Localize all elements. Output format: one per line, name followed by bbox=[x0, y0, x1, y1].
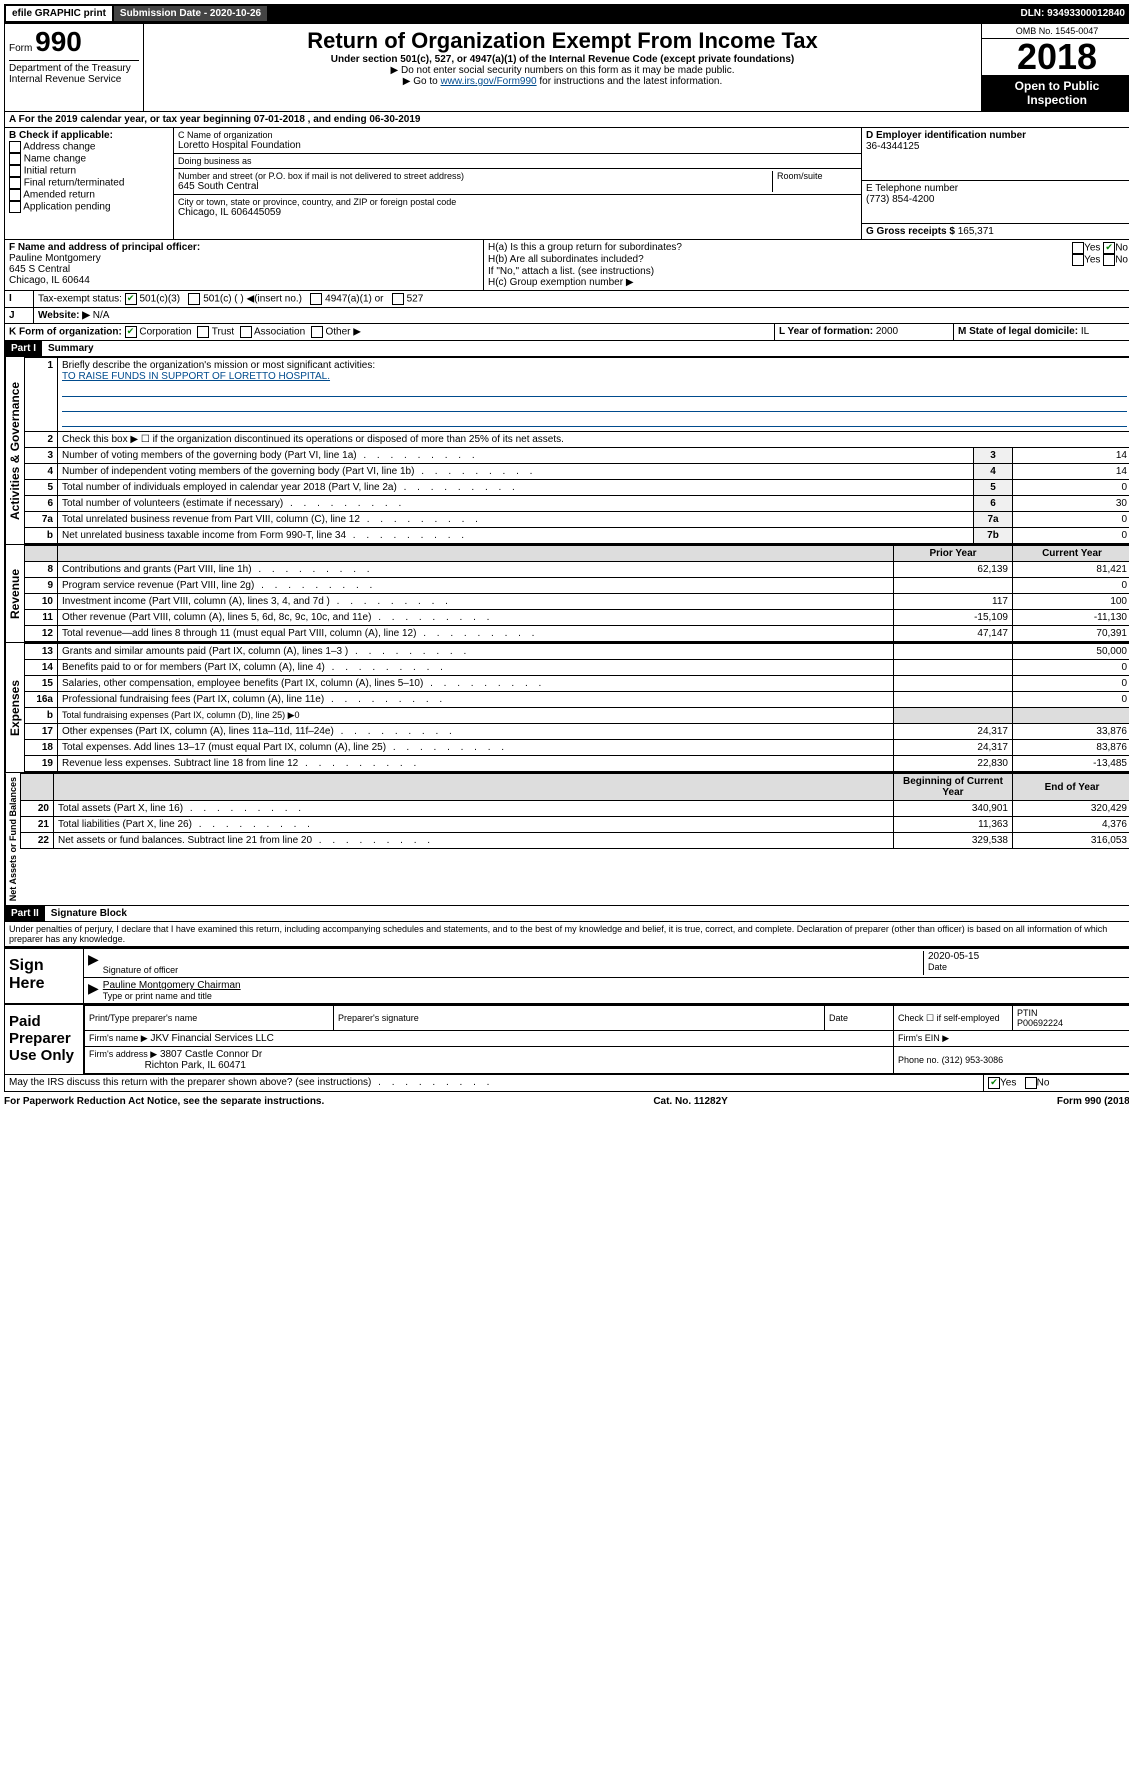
paid-preparer-block: Paid Preparer Use Only Print/Type prepar… bbox=[4, 1004, 1129, 1075]
rev-lines-9: 9Program service revenue (Part VIII, lin… bbox=[25, 578, 1129, 594]
submission-date: Submission Date - 2020-10-26 bbox=[114, 6, 269, 21]
dept-label: Department of the Treasury bbox=[9, 60, 139, 74]
mission-text: TO RAISE FUNDS IN SUPPORT OF LORETTO HOS… bbox=[62, 371, 1127, 382]
gov-line-3: 3Number of voting members of the governi… bbox=[25, 448, 1129, 464]
gov-line-7b: bNet unrelated business taxable income f… bbox=[25, 528, 1129, 544]
net-lines-20: 20Total assets (Part X, line 16)340,9013… bbox=[21, 801, 1129, 817]
net-lines-22: 22Net assets or fund balances. Subtract … bbox=[21, 833, 1129, 849]
open-public: Open to Public Inspection bbox=[982, 75, 1129, 111]
exp-lines-b: bTotal fundraising expenses (Part IX, co… bbox=[25, 708, 1129, 724]
netassets-section: Net Assets or Fund Balances Beginning of… bbox=[4, 773, 1129, 906]
irs-label: Internal Revenue Service bbox=[9, 74, 139, 85]
check-final-return-terminated[interactable]: Final return/terminated bbox=[9, 177, 169, 189]
rev-lines-8: 8Contributions and grants (Part VIII, li… bbox=[25, 562, 1129, 578]
rev-lines-10: 10Investment income (Part VIII, column (… bbox=[25, 594, 1129, 610]
arrow-icon: ▶ bbox=[88, 980, 99, 1001]
net-lines-21: 21Total liabilities (Part X, line 26)11,… bbox=[21, 817, 1129, 833]
gross-receipts: 165,371 bbox=[958, 226, 994, 237]
exp-lines-17: 17Other expenses (Part IX, column (A), l… bbox=[25, 724, 1129, 740]
ha-no[interactable] bbox=[1103, 242, 1115, 254]
rev-lines-12: 12Total revenue—add lines 8 through 11 (… bbox=[25, 626, 1129, 642]
efile-label[interactable]: efile GRAPHIC print bbox=[6, 6, 114, 21]
dln: DLN: 93493300012840 bbox=[1014, 6, 1129, 21]
line-i: I Tax-exempt status: 501(c)(3) 501(c) ( … bbox=[4, 291, 1129, 308]
year-box: OMB No. 1545-0047 2018 Open to Public In… bbox=[981, 24, 1129, 111]
check-name-change[interactable]: Name change bbox=[9, 153, 169, 165]
title-box: Return of Organization Exempt From Incom… bbox=[144, 24, 981, 111]
revenue-section: Revenue Prior Year Current Year 8Contrib… bbox=[4, 545, 1129, 643]
expenses-section: Expenses 13Grants and similar amounts pa… bbox=[4, 643, 1129, 773]
check-address-change[interactable]: Address change bbox=[9, 141, 169, 153]
form-id-box: Form 990 Department of the Treasury Inte… bbox=[5, 24, 144, 111]
section-c: C Name of organization Loretto Hospital … bbox=[174, 128, 862, 239]
gov-line-7a: 7aTotal unrelated business revenue from … bbox=[25, 512, 1129, 528]
exp-lines-16a: 16aProfessional fundraising fees (Part I… bbox=[25, 692, 1129, 708]
bcdeg-block: B Check if applicable: Address change Na… bbox=[4, 128, 1129, 240]
ha-yes[interactable] bbox=[1072, 242, 1084, 254]
sign-here-block: Sign Here ▶ Signature of officer 2020-05… bbox=[4, 947, 1129, 1004]
form-header: Form 990 Department of the Treasury Inte… bbox=[4, 23, 1129, 112]
goto-link[interactable]: www.irs.gov/Form990 bbox=[440, 76, 536, 87]
tax-year: 2018 bbox=[982, 39, 1129, 75]
subtitle: Under section 501(c), 527, or 4947(a)(1)… bbox=[148, 54, 977, 65]
org-name: Loretto Hospital Foundation bbox=[178, 140, 857, 151]
discuss-line: May the IRS discuss this return with the… bbox=[4, 1075, 1129, 1092]
section-f: F Name and address of principal officer:… bbox=[5, 240, 484, 290]
ein: 36-4344125 bbox=[866, 141, 1128, 152]
section-h: H(a) Is this a group return for subordin… bbox=[484, 240, 1129, 290]
exp-lines-14: 14Benefits paid to or for members (Part … bbox=[25, 660, 1129, 676]
line-a: A For the 2019 calendar year, or tax yea… bbox=[4, 112, 1129, 128]
exp-lines-15: 15Salaries, other compensation, employee… bbox=[25, 676, 1129, 692]
k-corp[interactable] bbox=[125, 326, 137, 338]
form-title: Return of Organization Exempt From Incom… bbox=[148, 28, 977, 54]
exp-lines-19: 19Revenue less expenses. Subtract line 1… bbox=[25, 756, 1129, 772]
check-application-pending[interactable]: Application pending bbox=[9, 201, 169, 213]
street: 645 South Central bbox=[178, 181, 772, 192]
top-bar: efile GRAPHIC print Submission Date - 20… bbox=[4, 4, 1129, 23]
section-deg: D Employer identification number 36-4344… bbox=[862, 128, 1129, 239]
part-i-header: Part I Summary bbox=[4, 341, 1129, 357]
footer: For Paperwork Reduction Act Notice, see … bbox=[4, 1092, 1129, 1111]
hb-yes[interactable] bbox=[1072, 254, 1084, 266]
gov-line-4: 4Number of independent voting members of… bbox=[25, 464, 1129, 480]
governance-section: Activities & Governance 1 Briefly descri… bbox=[4, 357, 1129, 545]
form-number: 990 bbox=[35, 26, 82, 57]
i-501c3[interactable] bbox=[125, 293, 137, 305]
line-klm: K Form of organization: Corporation Trus… bbox=[4, 324, 1129, 341]
part-ii-header: Part II Signature Block bbox=[4, 906, 1129, 922]
phone: (773) 854-4200 bbox=[866, 194, 1128, 205]
gov-line-6: 6Total number of volunteers (estimate if… bbox=[25, 496, 1129, 512]
fh-block: F Name and address of principal officer:… bbox=[4, 240, 1129, 291]
exp-lines-18: 18Total expenses. Add lines 13–17 (must … bbox=[25, 740, 1129, 756]
check-amended-return[interactable]: Amended return bbox=[9, 189, 169, 201]
arrow-icon: ▶ bbox=[88, 951, 99, 975]
goto-line: ▶ Go to www.irs.gov/Form990 for instruct… bbox=[148, 76, 977, 87]
hb-no[interactable] bbox=[1103, 254, 1115, 266]
discuss-yes[interactable] bbox=[988, 1077, 1000, 1089]
check-initial-return[interactable]: Initial return bbox=[9, 165, 169, 177]
city: Chicago, IL 606445059 bbox=[178, 207, 857, 218]
gov-line-5: 5Total number of individuals employed in… bbox=[25, 480, 1129, 496]
line-j: J Website: ▶ N/A bbox=[4, 308, 1129, 324]
warning-line: ▶ Do not enter social security numbers o… bbox=[148, 65, 977, 76]
exp-lines-13: 13Grants and similar amounts paid (Part … bbox=[25, 644, 1129, 660]
rev-lines-11: 11Other revenue (Part VIII, column (A), … bbox=[25, 610, 1129, 626]
perjury-text: Under penalties of perjury, I declare th… bbox=[4, 922, 1129, 947]
form-word: Form bbox=[9, 43, 32, 54]
discuss-no[interactable] bbox=[1025, 1077, 1037, 1089]
section-b: B Check if applicable: Address change Na… bbox=[5, 128, 174, 239]
